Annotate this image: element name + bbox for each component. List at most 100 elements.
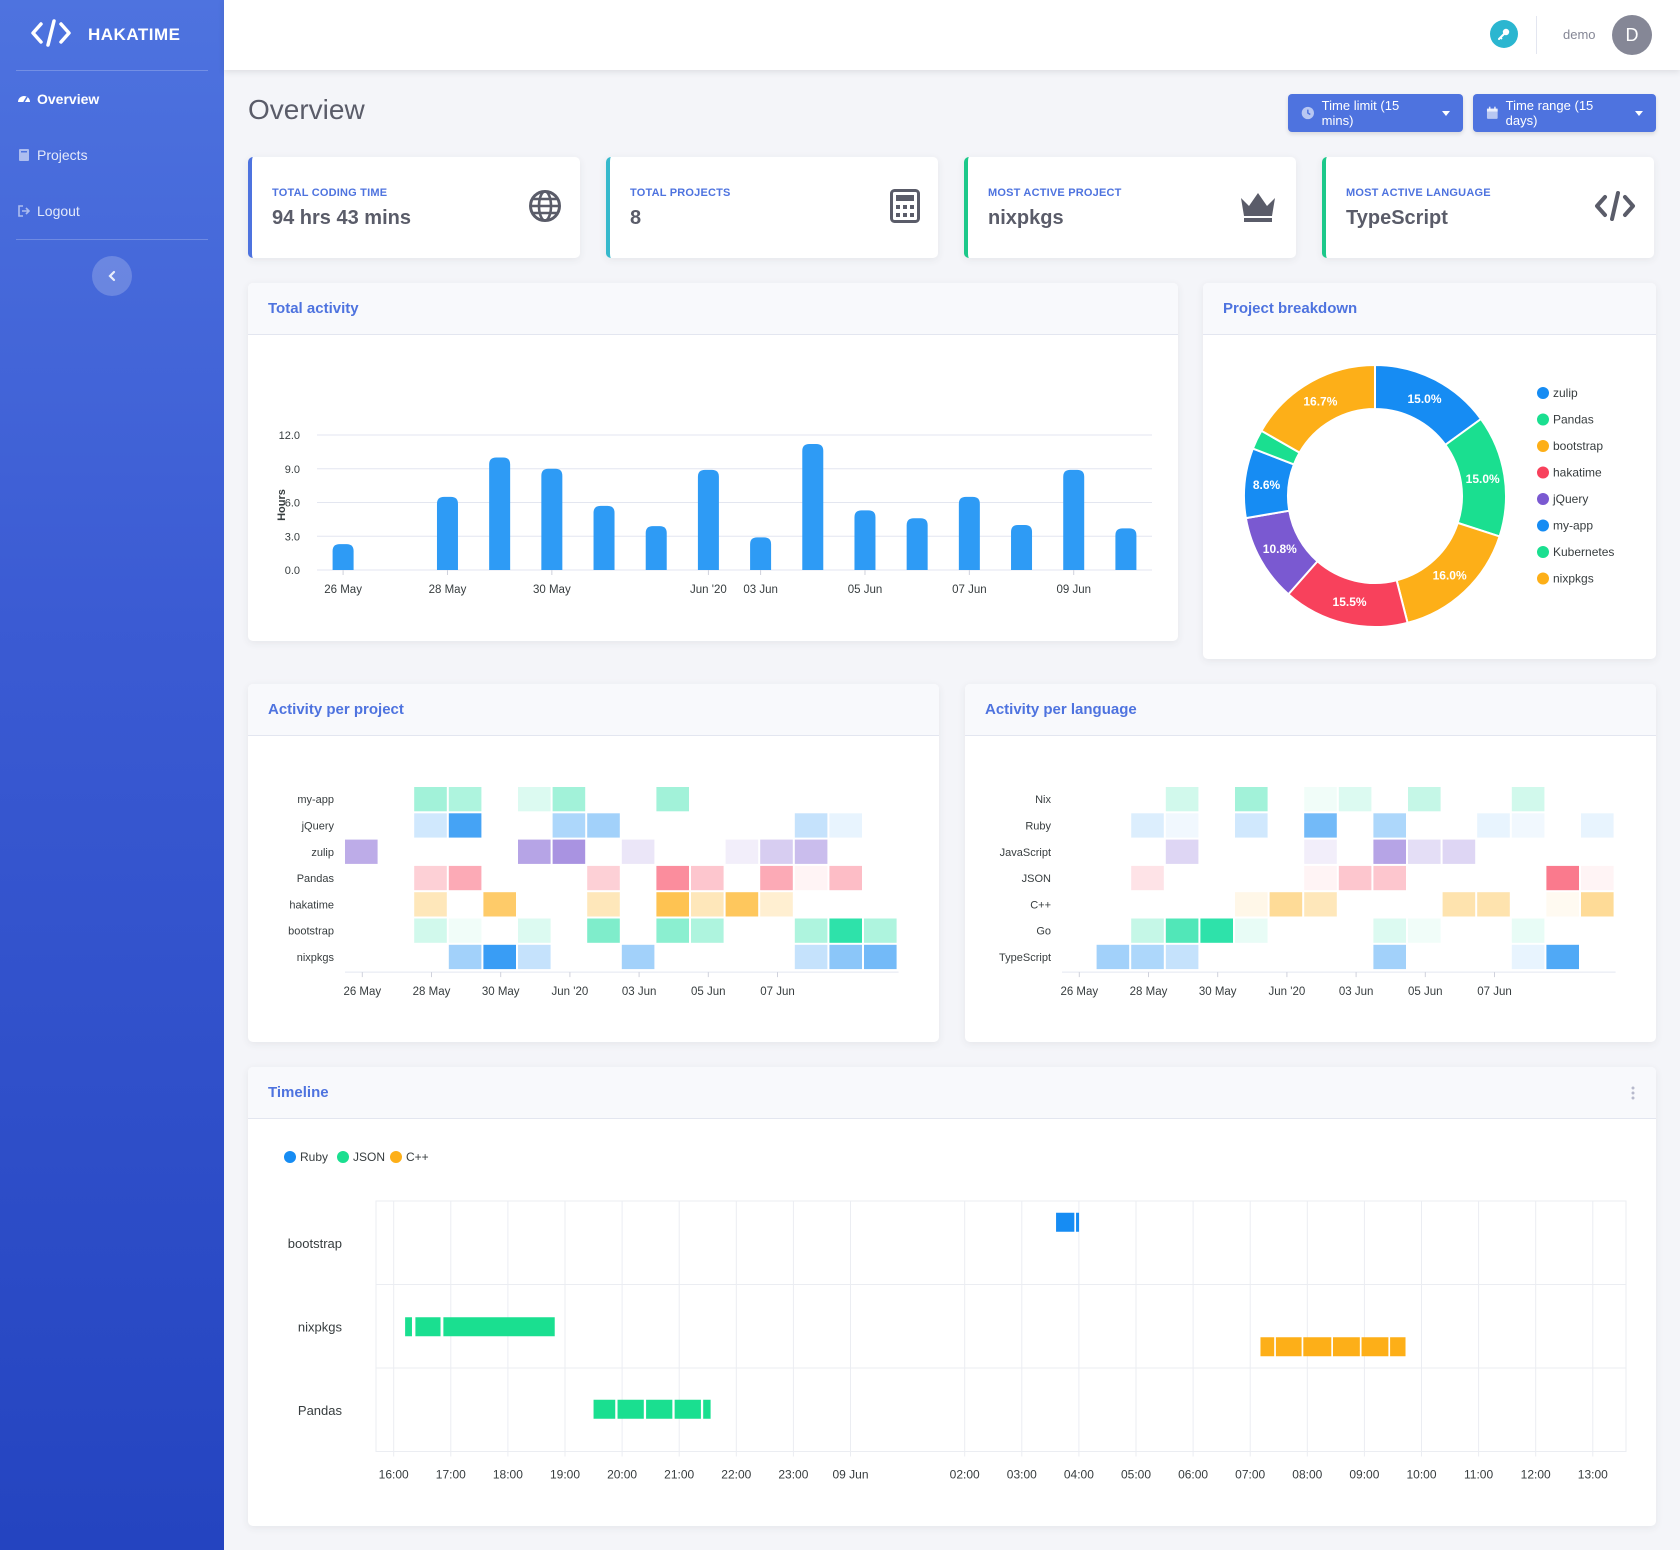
user-name[interactable]: demo	[1563, 27, 1596, 42]
heat-cell	[552, 839, 586, 864]
timeline-chart: Ruby JSON C++ 16:00 17:00 18:00 19:00 20:00 21:0…	[284, 1150, 1627, 1482]
heat-cell	[760, 892, 793, 917]
heat-cell	[1235, 787, 1268, 812]
heat-cell	[1546, 865, 1579, 891]
heat-cell	[518, 918, 551, 943]
brand[interactable]: HAKATIME	[0, 0, 224, 70]
heat-cell	[518, 944, 551, 970]
card-title: Project breakdown	[1223, 300, 1358, 317]
heat-cell	[1408, 839, 1441, 864]
stat-label: Most active language	[1346, 187, 1491, 199]
sidebar-item-overview[interactable]: Overview	[17, 91, 99, 107]
heat-cell	[587, 892, 620, 917]
heat-cell	[1511, 944, 1545, 970]
card-header: Activity per language	[965, 684, 1656, 736]
heat-cell	[1408, 918, 1441, 943]
y-tick-label: 3.0	[285, 531, 300, 543]
timeline-event	[1361, 1337, 1389, 1357]
row-label: nixpkgs	[298, 1319, 343, 1334]
timeline-event	[415, 1317, 441, 1337]
heat-cell	[621, 944, 655, 970]
time-limit-dropdown[interactable]: Time limit (15 mins)	[1288, 94, 1463, 132]
row-label: jQuery	[301, 820, 335, 832]
code-icon	[1595, 191, 1635, 221]
stat-label: Total coding time	[272, 187, 388, 199]
project-breakdown-chart: 15.0% 15.0% 16.0% 15.5% 10.8% 8.6% 16.7% zulip P…	[1243, 363, 1614, 628]
topbar: demo D	[224, 0, 1680, 70]
stat-card-most-active-language: Most active language TypeScript	[1322, 157, 1654, 258]
key-icon	[1498, 28, 1510, 40]
x-tick-label: 17:00	[436, 1468, 466, 1482]
heat-cell	[414, 813, 447, 838]
clock-icon	[1301, 106, 1314, 120]
heat-cell	[829, 918, 862, 943]
stat-card-most-active-project: Most active project nixpkgs	[964, 157, 1296, 258]
x-tick-label: 05:00	[1121, 1468, 1151, 1482]
sidebar-toggle-button[interactable]	[92, 256, 132, 296]
heat-cell	[1131, 944, 1164, 970]
sidebar-divider	[16, 70, 208, 71]
calendar-icon	[1486, 106, 1498, 119]
heat-cell	[448, 865, 482, 891]
heat-cell	[1131, 918, 1164, 943]
slice-label: 16.7%	[1303, 395, 1337, 409]
legend-marker	[284, 1151, 296, 1163]
x-tick-label: 18:00	[493, 1468, 523, 1482]
timeline-event	[617, 1399, 644, 1419]
bar	[750, 537, 772, 570]
heat-cell	[1511, 918, 1545, 943]
timeline-event	[1275, 1337, 1302, 1357]
time-range-dropdown[interactable]: Time range (15 days)	[1473, 94, 1656, 132]
sidebar-item-logout[interactable]: Logout	[17, 203, 80, 219]
x-tick-label: 02:00	[950, 1468, 980, 1482]
x-tick-label: 07 Jun	[1477, 986, 1512, 998]
x-tick-label: 26 May	[1060, 986, 1098, 998]
bar	[332, 544, 354, 570]
heat-cell	[345, 839, 378, 864]
timeline-event	[703, 1399, 711, 1419]
heat-cell	[1235, 892, 1268, 917]
timeline-event	[674, 1399, 701, 1419]
heat-cell	[1477, 813, 1510, 838]
x-tick-label: 30 May	[533, 584, 571, 596]
x-tick-label: 28 May	[1130, 986, 1168, 998]
heat-cell	[656, 918, 689, 943]
slice-label: 15.0%	[1407, 392, 1441, 406]
x-tick-label: 04:00	[1064, 1468, 1094, 1482]
heat-cell	[864, 918, 897, 943]
heat-cell	[621, 839, 655, 864]
heat-cell	[414, 787, 447, 812]
sidebar-item-projects[interactable]: Projects	[17, 147, 88, 163]
calculator-icon	[890, 189, 920, 223]
slice-label: 16.0%	[1433, 568, 1467, 582]
heat-cell	[1477, 892, 1510, 917]
api-key-button[interactable]	[1490, 20, 1518, 48]
more-vertical-icon[interactable]	[1630, 1085, 1636, 1101]
x-tick-label: 07 Jun	[760, 986, 795, 998]
heat-cell	[518, 787, 551, 812]
legend-marker	[1537, 413, 1549, 426]
timeline-card: Timeline Ruby JSON C++ 16:00 17:00 18:00 19:00…	[248, 1067, 1656, 1526]
row-label: Nix	[1035, 794, 1051, 806]
x-tick-label: 16:00	[379, 1468, 409, 1482]
x-tick-label: 26 May	[343, 986, 381, 998]
heat-cell	[691, 918, 724, 943]
heat-cell	[1165, 918, 1199, 943]
total-activity-chart: 0.0 3.0 6.0 9.0 12.0 Hours 26 May 28 May 30 May J…	[276, 430, 1152, 596]
legend-label: JSON	[353, 1150, 385, 1164]
legend-label: C++	[406, 1150, 429, 1164]
timeline-event	[1260, 1337, 1275, 1357]
y-tick-label: 6.0	[285, 498, 300, 510]
x-tick-label: 03 Jun	[622, 986, 657, 998]
activity-per-project-chart: my-app jQuery zulip Pandas hakatime bootstrap…	[288, 787, 899, 998]
heat-cell	[1546, 892, 1579, 917]
sidebar: HAKATIME Overview Projects Logout	[0, 0, 224, 1550]
legend-label: jQuery	[1552, 492, 1588, 506]
row-label: Pandas	[298, 1403, 343, 1418]
legend-marker	[1537, 493, 1549, 505]
avatar[interactable]: D	[1612, 15, 1652, 55]
stat-value: nixpkgs	[988, 207, 1064, 229]
heat-cell	[656, 865, 689, 891]
timeline-event	[1390, 1337, 1406, 1357]
brand-name: HAKATIME	[88, 25, 181, 44]
